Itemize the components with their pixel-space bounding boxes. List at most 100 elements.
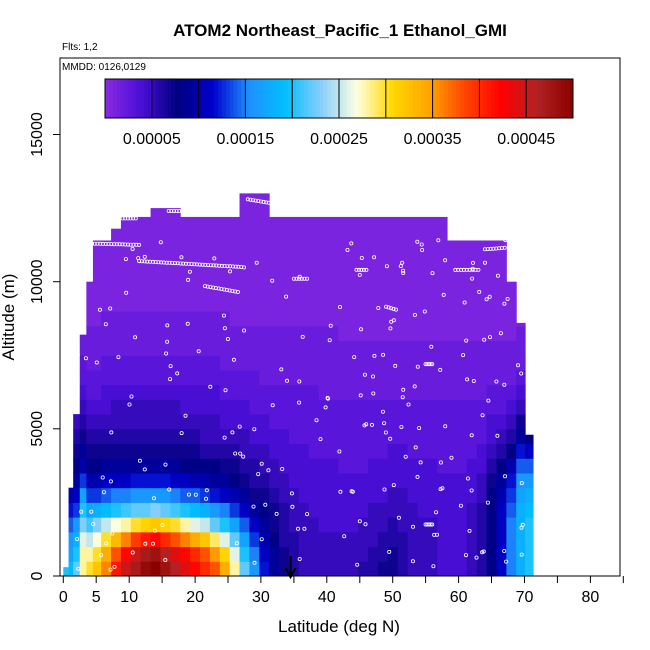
track-point [297, 276, 302, 281]
track-point [163, 558, 168, 563]
track-point [470, 276, 475, 281]
colorbar-swatch [175, 79, 180, 118]
heatmap-cell [140, 266, 152, 283]
heatmap-cell [368, 237, 379, 253]
heatmap-cell [190, 414, 201, 430]
heatmap-cell [92, 428, 102, 445]
heatmap-cell [447, 517, 458, 533]
heatmap-cell [269, 517, 280, 533]
x-axis-label: Latitude (deg N) [278, 617, 400, 636]
heatmap-cell [92, 384, 102, 400]
heatmap-cell [86, 517, 94, 533]
heatmap-cell [120, 399, 132, 415]
track-point [480, 550, 485, 555]
heatmap-cell [328, 443, 339, 459]
heatmap-cell [516, 546, 526, 562]
heatmap-cell [111, 252, 122, 268]
heatmap-cell [387, 222, 399, 239]
colorbar-swatch [381, 79, 387, 118]
heatmap-cell [318, 502, 329, 518]
heatmap-cell [170, 237, 181, 253]
heatmap-cell [397, 546, 409, 562]
colorbar-swatch [491, 79, 496, 118]
heatmap-cell [348, 281, 359, 297]
heatmap-cell [397, 325, 409, 342]
track-point [203, 496, 208, 501]
heatmap-cell [486, 340, 497, 356]
heatmap-cell [368, 216, 379, 224]
heatmap-cell [269, 340, 280, 356]
heatmap-cell [407, 443, 418, 459]
heatmap-cell [368, 458, 379, 474]
heatmap-cell [92, 340, 102, 356]
heatmap-cell [249, 531, 260, 548]
heatmap-cell [437, 458, 448, 474]
track-point [204, 488, 209, 493]
colorbar-swatch [128, 79, 133, 118]
heatmap-cell [397, 252, 409, 268]
heatmap-cell [219, 311, 231, 327]
track-point [123, 216, 128, 221]
heatmap-cell [229, 443, 241, 459]
colorbar-swatch [261, 79, 266, 118]
heatmap-cell [387, 517, 399, 533]
heatmap-cell [368, 472, 379, 489]
heatmap-cell [525, 472, 534, 489]
heatmap-cell [130, 531, 142, 548]
heatmap-cell [120, 355, 132, 371]
track-point [177, 208, 182, 213]
track-point [211, 285, 216, 290]
heatmap-cell [86, 472, 94, 489]
colorbar-swatch [553, 79, 558, 118]
track-point [386, 305, 391, 310]
heatmap-cell [288, 414, 300, 430]
heatmap-cell [308, 502, 320, 518]
heatmap-cell [140, 325, 152, 342]
heatmap-cell [308, 369, 320, 386]
heatmap-cell [417, 216, 428, 224]
heatmap-cell [407, 472, 418, 489]
heatmap-cell [466, 252, 478, 268]
heatmap-cell [239, 193, 250, 209]
heatmap-cell [476, 443, 488, 459]
heatmap-cell [427, 325, 438, 342]
heatmap-cell [209, 546, 221, 562]
heatmap-cell [486, 281, 497, 297]
heatmap-cell [160, 325, 171, 342]
track-point [362, 423, 367, 428]
heatmap-cell [387, 252, 399, 268]
heatmap-cell [150, 208, 161, 224]
track-point [242, 328, 247, 333]
heatmap-cell [160, 531, 171, 548]
heatmap-cell [259, 252, 270, 268]
heatmap-cell [209, 531, 221, 548]
heatmap-cell [111, 399, 122, 415]
heatmap-cell [407, 414, 418, 430]
heatmap-cell [111, 369, 122, 386]
heatmap-cell [348, 531, 359, 548]
heatmap-cell [111, 458, 122, 474]
colorbar-swatch [354, 79, 359, 118]
heatmap-cell [358, 311, 369, 327]
heatmap-cell [338, 502, 349, 518]
heatmap-cell [417, 325, 428, 342]
heatmap-cell [111, 266, 122, 283]
heatmap-cell [427, 384, 438, 400]
heatmap-cell [318, 531, 329, 548]
track-point [396, 515, 401, 520]
track-point [482, 337, 487, 342]
heatmap-cell [387, 237, 399, 253]
heatmap-cell [387, 546, 399, 562]
heatmap-cell [130, 340, 142, 356]
heatmap-cell [328, 355, 339, 371]
heatmap-cell [111, 228, 122, 239]
heatmap-cell [269, 428, 280, 445]
heatmap-cell [279, 237, 290, 253]
track-point [504, 559, 509, 564]
heatmap-cell [130, 369, 142, 386]
heatmap-cell [348, 237, 359, 253]
heatmap-cell [377, 296, 389, 312]
track-point [163, 462, 168, 467]
heatmap-cell [120, 502, 132, 518]
heatmap-cell [437, 281, 448, 297]
